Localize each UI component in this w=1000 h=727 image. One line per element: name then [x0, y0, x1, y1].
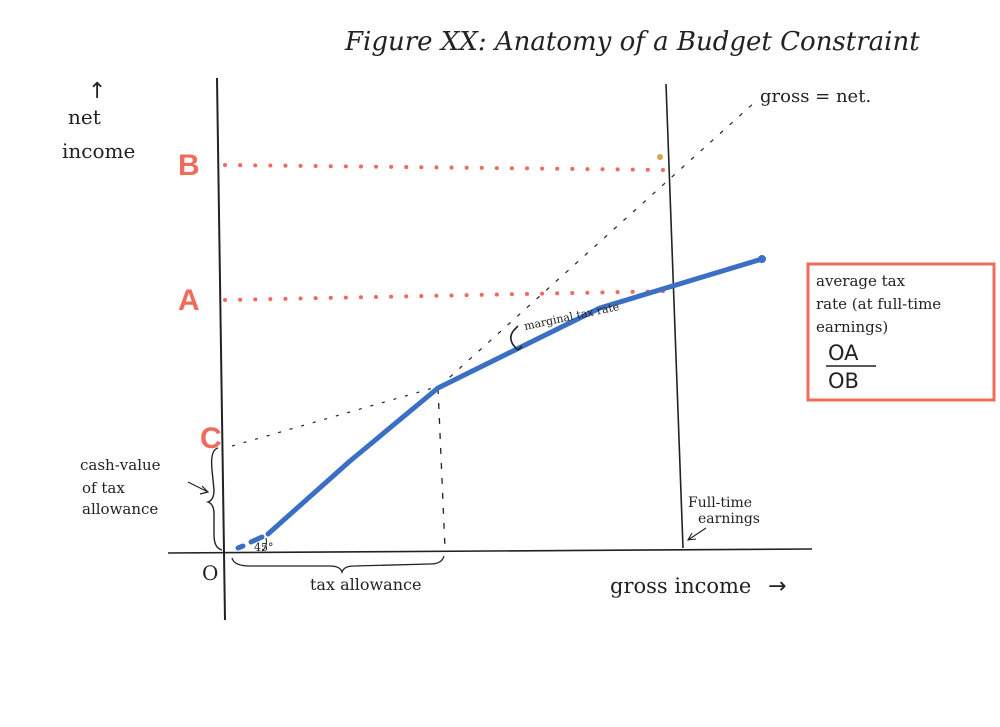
tax-allowance-dashed-line: [437, 387, 446, 549]
point-b-label: B: [178, 149, 200, 182]
average-tax-line1: average tax: [816, 272, 906, 290]
cash-value-label-line3: allowance: [82, 500, 158, 518]
tax-allowance-label: tax allowance: [310, 575, 421, 594]
angle-arc: [261, 537, 268, 552]
full-time-line: [665, 83, 684, 549]
average-tax-box: [806, 262, 996, 402]
y-axis-arrow: ↑: [88, 79, 106, 104]
origin-label: O: [202, 561, 218, 585]
average-tax-line2: rate (at full-time: [816, 295, 941, 313]
figure-title: Figure XX: Anatomy of a Budget Constrain…: [344, 27, 920, 57]
marginal-tax-rate-arrow: [510, 325, 523, 351]
c-to-kink-dashed-line: [231, 385, 441, 447]
budget-line-lower-segment: [235, 385, 441, 551]
average-tax-denominator: OB: [828, 369, 859, 393]
a-dotted-line: [223, 289, 674, 302]
average-tax-numerator: OA: [828, 341, 859, 365]
average-tax-line3: earnings): [816, 318, 888, 336]
x-axis: [167, 548, 813, 554]
x-axis-arrow: →: [768, 574, 786, 599]
b-line-end-mark: [657, 154, 663, 160]
full-time-label-line2: earnings: [698, 511, 760, 527]
point-a-label: A: [178, 284, 200, 317]
gross-equals-net-label: gross = net.: [760, 86, 871, 107]
angle-45-label: 45°: [254, 541, 274, 554]
y-axis-label-line2: income: [62, 139, 135, 163]
cash-value-label-line1: cash-value: [80, 456, 161, 474]
gross-equals-net-line: [439, 101, 756, 387]
tax-allowance-brace: [231, 555, 445, 575]
cash-value-brace: [205, 447, 223, 551]
y-axis: [216, 77, 226, 621]
full-time-label-line1: Full-time: [688, 495, 752, 511]
budget-line-end-dot: [758, 255, 766, 263]
y-axis-label-line1: net: [68, 105, 101, 129]
b-dotted-line: [223, 163, 670, 172]
full-time-label-arrow: [686, 527, 707, 541]
x-axis-label: gross income: [610, 574, 751, 598]
cash-value-label-line2: of tax: [82, 479, 125, 497]
marginal-tax-rate-label: marginal tax rate: [523, 300, 620, 333]
point-c-label: C: [200, 422, 222, 455]
budget-line-upper-segment: [435, 256, 765, 391]
cash-value-arrow: [187, 481, 210, 495]
